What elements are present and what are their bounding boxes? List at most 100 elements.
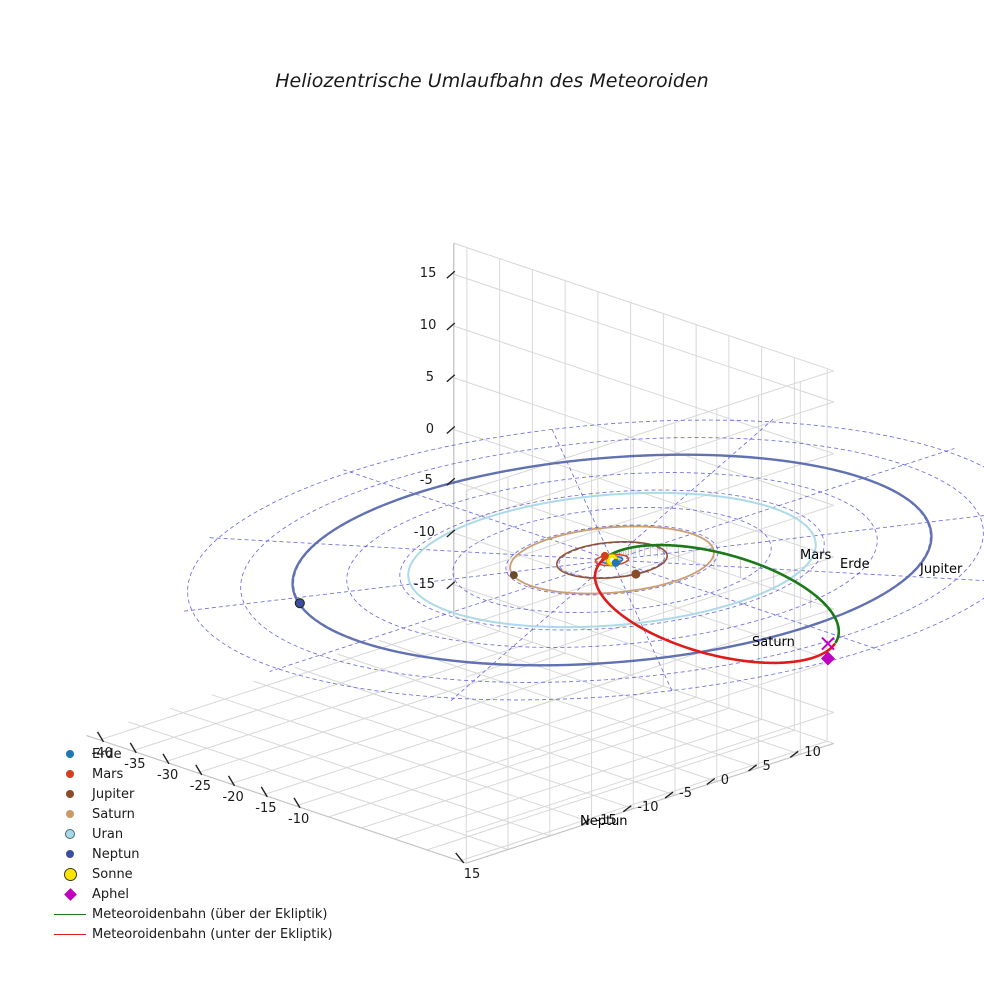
y-tick-label: -10 [637,799,659,815]
polar-grid-ray [343,469,613,561]
legend-item-sonne[interactable]: Sonne [48,864,368,884]
marker-saturn [509,571,518,580]
celestial-bodies [294,551,835,666]
z-tick-mark [446,581,456,590]
legend-marker-key [48,829,92,839]
legend-marker-key [48,770,92,778]
z-tick-label: 10 [419,318,437,334]
polar-grid-ray [611,417,775,561]
pane-gridline-xy [99,619,468,741]
x-tick-label: -10 [288,811,310,827]
pane-gridline-xz [453,377,834,506]
pane-gridline-xy [263,674,631,796]
polar-grid-ray [208,537,613,561]
legend-item-label: Erde [92,746,122,762]
circle-icon [66,850,74,858]
pane-gridline-xy [132,630,500,752]
pane-gridline-xy [394,718,762,840]
legend-item-erde[interactable]: Erde [48,744,368,764]
pane-gridline-yz [466,660,834,781]
y-tick-label: -15 [595,813,617,829]
pane-gridline-xz [453,584,834,713]
z-tick-mark [446,270,456,279]
legend-item-label: Aphel [92,886,129,902]
pane-gridline-yz [466,453,834,574]
legend-marker-key [48,790,92,798]
label-mars: Mars [800,548,832,563]
pane-gridline-xy [295,685,664,807]
pane-gridline-xy [230,663,599,785]
legend-item-jupiter[interactable]: Jupiter [48,784,368,804]
x-tick-label: -30 [157,767,179,783]
legend-item-bahn-ueber[interactable]: Meteoroidenbahn (über der Ekliptik) [48,904,368,924]
label-neptun: Neptun [580,814,628,829]
x-tick-label: -40 [91,745,113,761]
legend-line-swatch [54,913,86,915]
pane-gridline-yz [466,711,834,833]
x-tick-label: 15 [463,866,481,882]
pane-gridline-yz [466,401,834,523]
pane-gridline-xy [420,626,801,755]
polar-grid-circle [346,472,878,648]
orbit-saturn [509,525,715,595]
legend-item-uran[interactable]: Uran [48,824,368,844]
axis-ticks [96,270,799,864]
pane-gridline-xy [127,721,509,850]
legend-item-mars[interactable]: Mars [48,764,368,784]
legend-item-label: Neptun [92,846,140,862]
circle-icon [66,790,74,798]
z-tick-mark [446,529,456,538]
legend: Erde Mars Jupiter Saturn Uran Neptun Sonne Aphe… [48,744,368,944]
x-tick-label: -35 [124,756,146,772]
pane-gridline-xy [378,639,759,769]
pane-gridline-xz [453,325,834,455]
circle-icon [66,770,74,778]
x-tick-label: -15 [255,800,277,816]
marker-aphel-cross [821,636,835,651]
pane-gridline-xy [328,696,697,818]
legend-line-key [48,933,92,935]
y-tick-mark [581,818,590,826]
pane-gridline-xy [294,667,676,796]
legend-item-label: Saturn [92,806,135,822]
z-tick-mark [446,477,456,486]
legend-item-label: Uran [92,826,124,842]
x-tick-mark [162,753,170,765]
legend-line-key [48,913,92,915]
y-tick-mark [664,791,674,799]
orbit-jupiter [556,541,668,579]
z-tick-label: -10 [413,525,436,541]
x-tick-mark [96,731,105,743]
pane-gridline-xz [453,242,834,372]
planet-orbits [291,453,933,667]
pane-gridline-xy [253,680,634,810]
y-tick-mark [706,777,716,786]
legend-item-label: Meteoroidenbahn (unter der Ekliptik) [92,926,333,942]
x-tick-mark [129,742,137,754]
legend-item-label: Mars [92,766,124,782]
marker-neptun [294,598,305,609]
z-tick-label: 15 [419,266,437,282]
marker-aphel-diamond [820,651,835,666]
pane-gridline-xy [459,740,828,862]
pane-gridline-xy [361,707,730,829]
legend-item-bahn-unter[interactable]: Meteoroidenbahn (unter der Ekliptik) [48,924,368,944]
z-tick-label: 5 [425,369,435,385]
x-tick-label: -25 [189,778,211,794]
marker-erde [611,558,620,567]
axes-panes [86,242,834,864]
polar-grid [181,417,984,703]
page-title: Heliozentrische Umlaufbahn des Meteoroid… [275,70,709,92]
legend-item-saturn[interactable]: Saturn [48,804,368,824]
y-axis-spine [466,742,834,864]
y-tick-mark [748,764,757,772]
legend-item-neptun[interactable]: Neptun [48,844,368,864]
polar-grid-ray [611,559,674,695]
legend-item-aphel[interactable]: Aphel [48,884,368,904]
y-tick-mark [789,750,799,758]
marker-mars [600,551,609,560]
pane-gridline-yz [466,504,834,626]
y-tick-label: -5 [679,786,693,802]
